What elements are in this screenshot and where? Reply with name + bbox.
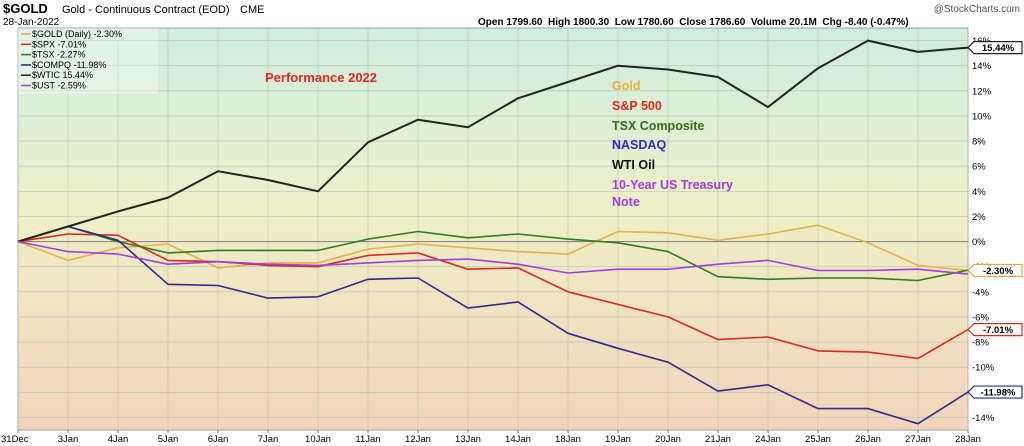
chart-date: 28-Jan-2022 (3, 17, 60, 28)
end-label: -7.01% (967, 323, 1023, 337)
x-tick-label: 14Jan (505, 434, 531, 445)
x-tick-label: 12Jan (405, 434, 431, 445)
x-tick-label: 19Jan (605, 434, 631, 445)
x-tick-label: 26Jan (855, 434, 881, 445)
x-axis: 31Dec 3Jan 4Jan 5Jan 6Jan 7Jan 10Jan 11Jan 12Jan… (1, 430, 981, 445)
legend-entry: $GOLD (Daily) -2.30% (32, 29, 122, 39)
end-label-text: -11.98% (981, 388, 1016, 399)
series-legend: $GOLD (Daily) -2.30%$SPX -7.01%$TSX -2.2… (18, 28, 158, 94)
annotation-legend: Gold S&P 500 TSX Composite NASDAQ WTI Oil 10-… (612, 79, 733, 209)
end-label-text: -2.30% (983, 266, 1014, 277)
y-tick-label: 14% (972, 61, 992, 72)
x-tick-label: 13Jan (455, 434, 481, 445)
x-tick-label: 10Jan (305, 434, 331, 445)
end-label-box (967, 263, 1023, 278)
y-tick-label: -10% (972, 363, 995, 374)
series-line-tsx (17, 225, 969, 282)
end-value-labels: 15.44% -2.30% -7.01% -11.98% (967, 40, 1023, 399)
end-label-box (967, 40, 1023, 55)
series-line-compq (17, 225, 969, 425)
x-tick-label: 21Jan (705, 434, 731, 445)
y-tick-label: 0% (972, 237, 986, 248)
annotation-label: 10-Year US Treasury (612, 178, 733, 192)
y-tick-label: 10% (972, 111, 992, 122)
x-tick-label: 11Jan (355, 434, 380, 445)
watermark: @StockCharts.com (934, 4, 1020, 15)
x-tick-label: 31Dec (1, 434, 29, 445)
series-line-spx (17, 233, 969, 360)
end-label-box (967, 323, 1023, 337)
legend-entry: $COMPQ -11.98% (32, 60, 106, 70)
x-tick-label: 28Jan (955, 434, 981, 445)
symbol-description: Gold - Continuous Contract (EOD) (62, 4, 230, 16)
end-label-text: -7.01% (983, 325, 1014, 336)
annotation-label: S&P 500 (612, 99, 662, 113)
annotation-label: WTI Oil (612, 158, 655, 172)
x-tick-label: 27Jan (905, 434, 931, 445)
x-tick-label: 6Jan (208, 434, 229, 445)
legend-entry: $WTIC 15.44% (32, 70, 93, 80)
x-tick-label: 4Jan (108, 434, 129, 445)
ohlc-readout: Open 1799.60 High 1800.30 Low 1780.60 Cl… (478, 17, 909, 28)
series-lines (17, 39, 969, 425)
y-tick-label: 8% (972, 137, 986, 148)
y-tick-label: 4% (972, 187, 986, 198)
y-axis: 16%14%12%10%8%6%4%2%0%-2%-4%-6%-8%-10%-1… (972, 36, 995, 424)
annotation-label: NASDAQ (612, 138, 666, 152)
grid (17, 28, 969, 430)
end-label-box (967, 385, 1023, 399)
x-tick-label: 25Jan (805, 434, 831, 445)
end-label: -2.30% (967, 263, 1023, 278)
series-line-wtic (17, 39, 969, 243)
x-tick-label: 3Jan (58, 434, 79, 445)
plot-area (17, 27, 969, 431)
legend-entry: $UST -2.59% (32, 81, 86, 91)
annotation-label: Note (612, 195, 640, 209)
legend-entry: $SPX -7.01% (32, 39, 86, 49)
legend-entry: $TSX -2.27% (32, 50, 86, 60)
x-tick-label: 24Jan (755, 434, 781, 445)
x-tick-label: 18Jan (555, 434, 581, 445)
x-tick-label: 20Jan (655, 434, 681, 445)
end-label: 15.44% (967, 40, 1023, 55)
y-tick-label: -14% (972, 413, 995, 424)
annotation-label: TSX Composite (612, 119, 704, 133)
chart-title: Performance 2022 (265, 70, 377, 85)
end-label-text: 15.44% (982, 43, 1015, 54)
y-tick-label: -4% (972, 287, 989, 298)
series-line-gold (17, 224, 969, 272)
series-line-ust (17, 240, 969, 275)
y-tick-label: -6% (972, 312, 989, 323)
symbol-title: $GOLD (3, 1, 48, 16)
y-tick-label: -8% (972, 338, 989, 349)
x-tick-label: 7Jan (258, 434, 279, 445)
annotation-label: Gold (612, 79, 640, 93)
y-tick-label: 2% (972, 212, 986, 223)
x-tick-label: 5Jan (158, 434, 179, 445)
end-label: -11.98% (967, 385, 1023, 399)
y-tick-label: 6% (972, 162, 986, 173)
exchange-label: CME (240, 4, 264, 16)
y-tick-label: 12% (972, 86, 992, 97)
